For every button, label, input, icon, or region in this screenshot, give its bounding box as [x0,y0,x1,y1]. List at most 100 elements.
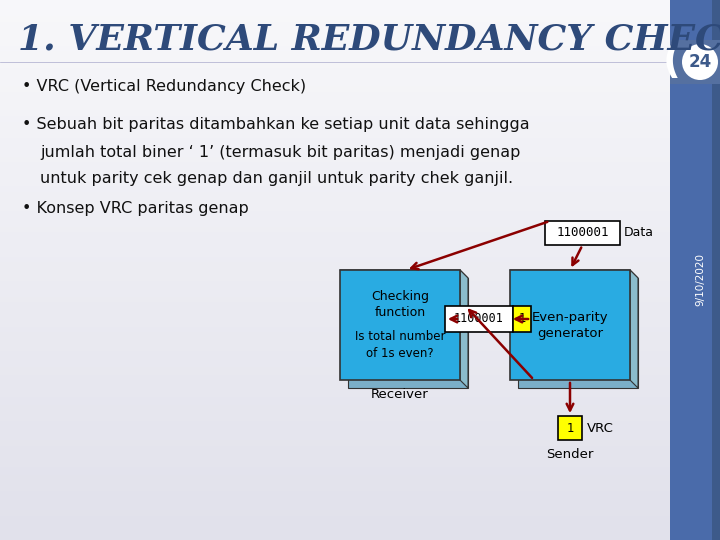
Bar [0,383,720,386]
Bar [0,51,720,54]
Bar [340,270,460,380]
Bar [0,429,720,432]
Bar [0,3,720,5]
Bar [0,394,720,397]
Bar [0,32,720,35]
Bar [0,105,720,108]
Bar [0,73,720,76]
Bar [0,197,720,200]
Bar [0,232,720,235]
Bar [0,316,720,319]
Text: Receiver: Receiver [371,388,429,401]
Bar [0,16,720,19]
Bar [0,427,720,429]
Bar [0,367,720,370]
Bar [0,373,720,375]
Bar [0,343,720,346]
Bar [0,0,720,3]
Bar [0,202,720,205]
Bar [0,335,720,338]
Bar [513,306,531,332]
Bar [0,19,720,22]
Bar [0,111,720,113]
Text: 1100001: 1100001 [557,226,608,240]
Bar [0,324,720,327]
Bar [0,35,720,38]
Bar [0,8,720,11]
Bar [0,508,720,510]
Bar [0,54,720,57]
Bar [0,38,720,40]
Bar [0,189,720,192]
Bar [0,313,720,316]
Bar [0,451,720,454]
Text: Checking: Checking [371,290,429,303]
Bar [0,446,720,448]
Bar [0,340,720,343]
Bar [545,221,620,245]
Text: Data: Data [624,226,654,240]
Bar [0,516,720,518]
Bar [0,454,720,456]
Bar [0,235,720,238]
Bar [0,157,720,159]
Bar [0,505,720,508]
Bar [0,456,720,459]
Bar [0,211,720,213]
Bar [0,281,720,284]
Text: 24: 24 [688,53,711,71]
Bar [0,464,720,467]
Text: generator: generator [537,327,603,340]
Bar [0,321,720,324]
Bar [0,302,720,305]
Bar [0,346,720,348]
Bar [0,359,720,362]
Bar [0,140,720,143]
Bar [0,146,720,148]
Bar [0,127,720,130]
Bar [0,57,720,59]
Bar [0,148,720,151]
Bar [0,491,720,494]
Bar [0,116,720,119]
Bar [0,208,720,211]
Bar [0,243,720,246]
Bar [0,459,720,462]
Bar [0,489,720,491]
Text: VRC: VRC [587,422,614,435]
Bar [0,78,720,81]
Bar [0,392,720,394]
Bar [558,416,582,440]
Bar [0,251,720,254]
Bar [0,440,720,443]
Bar [510,270,630,380]
Bar [0,310,720,313]
Bar [0,418,720,421]
Bar [0,221,720,224]
Circle shape [682,44,718,80]
Bar [445,306,513,332]
Bar [0,381,720,383]
Bar [0,94,720,97]
Bar [0,130,720,132]
Bar [0,14,720,16]
Bar [0,194,720,197]
Bar [0,386,720,389]
Bar [0,437,720,440]
Bar [0,475,720,478]
Bar [0,81,720,84]
Bar [0,478,720,481]
Bar [0,410,720,413]
Bar [0,70,720,73]
Text: untuk parity cek genap dan ganjil untuk parity chek ganjil.: untuk parity cek genap dan ganjil untuk … [40,171,513,186]
Bar [0,521,720,524]
Bar [0,443,720,445]
Bar [0,219,720,221]
Bar [0,205,720,208]
Bar [0,103,720,105]
Bar [0,173,720,176]
Bar [0,432,720,435]
Bar [0,216,720,219]
Bar [0,256,720,259]
Bar [0,400,720,402]
